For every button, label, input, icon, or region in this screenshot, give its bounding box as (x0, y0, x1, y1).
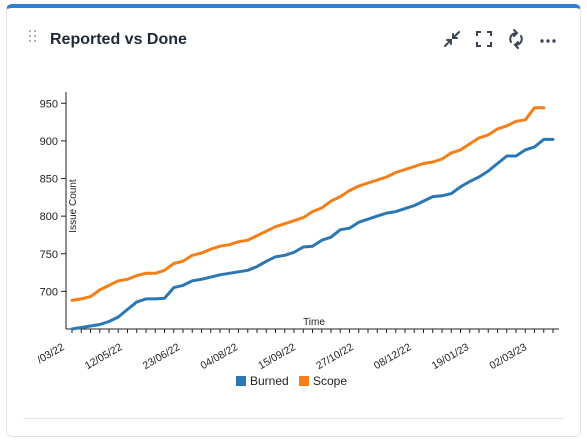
x-tick-label: 12/05/22 (83, 341, 125, 372)
x-tick-label: 15/09/22 (256, 341, 298, 372)
y-tick-label: 800 (40, 211, 58, 223)
drag-handle-icon[interactable] (29, 30, 39, 44)
collapse-icon[interactable] (441, 28, 463, 50)
widget-header: Reported vs Done (7, 8, 580, 54)
series-line-scope (70, 106, 546, 302)
legend-label-burned[interactable]: Burned (250, 374, 289, 388)
legend-label-scope[interactable]: Scope (313, 374, 347, 388)
y-axis-label: Issue Count (68, 179, 79, 233)
x-tick-label: 08/12/22 (372, 341, 414, 372)
x-tick-label: 04/08/22 (199, 341, 241, 372)
x-tick-label: 27/10/22 (314, 341, 356, 372)
x-tick-label: 19/01/23 (430, 341, 472, 372)
y-tick-label: 950 (40, 98, 58, 110)
fullscreen-icon[interactable] (473, 28, 495, 50)
legend-swatch-burned[interactable] (236, 376, 246, 386)
y-tick-label: 750 (40, 249, 58, 261)
more-icon[interactable] (537, 28, 559, 50)
report-widget-card: Reported vs Done 700 750 800 850 900 950/03/2… (6, 4, 581, 437)
x-axis-label: Time (303, 317, 325, 328)
footer-divider (23, 418, 564, 419)
x-tick-label: /03/22 (35, 341, 66, 366)
reported-vs-done-chart: 700 750 800 850 900 950/03/22 12/05/22 23/06/22… (35, 92, 559, 388)
y-tick-label: 850 (40, 174, 58, 186)
legend-swatch-scope[interactable] (299, 376, 309, 386)
y-tick-label: 900 (40, 136, 58, 148)
x-tick-label: 02/03/23 (488, 341, 530, 372)
x-tick-label: 23/06/22 (141, 341, 183, 372)
y-tick-label: 700 (40, 286, 58, 298)
refresh-icon[interactable] (505, 28, 527, 50)
widget-title: Reported vs Done (50, 31, 187, 48)
series-line-burned (70, 137, 555, 331)
